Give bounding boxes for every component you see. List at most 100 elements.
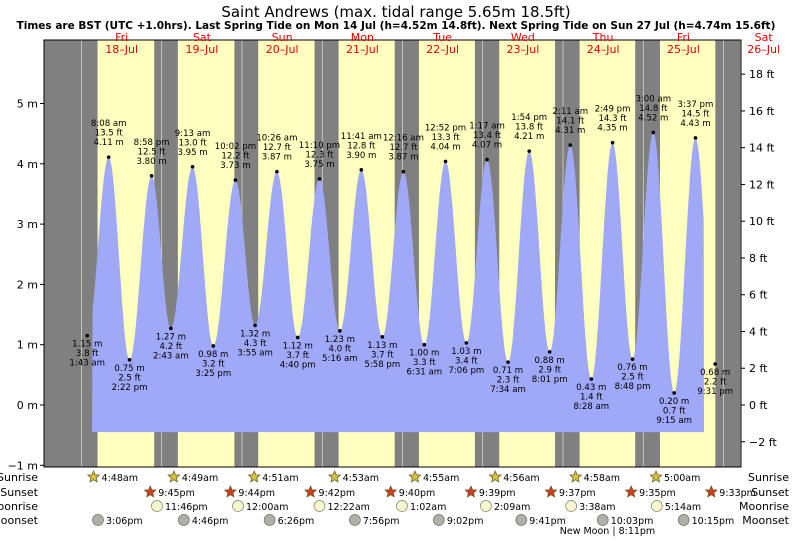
day-of-week-label: Sat <box>193 31 212 44</box>
tide-label: 3:00 am <box>635 94 671 104</box>
row-label-right-moonset: Moonset <box>742 514 789 527</box>
tide-point <box>233 178 238 182</box>
tide-point <box>359 168 364 172</box>
tide-label: 0.43 m <box>576 383 606 393</box>
tide-label: 0.20 m <box>659 397 689 407</box>
tide-point <box>295 335 300 340</box>
tide-label: 2.3 ft <box>497 376 520 386</box>
row-label-left-sunset: Sunset <box>0 486 38 499</box>
tide-label: 3.3 ft <box>413 358 436 368</box>
moonset-icon <box>596 514 609 526</box>
tide-point <box>506 360 510 364</box>
tide-point <box>651 130 656 135</box>
date-label: 18–Jul <box>105 43 138 56</box>
day-of-week-label: Tue <box>432 31 452 44</box>
y-tick-label-right: 8 ft <box>749 252 768 265</box>
tide-label: 12.7 ft <box>263 143 292 153</box>
moonset-time: 4:46pm <box>192 516 229 527</box>
chart-subtitle: Times are BST (UTC +1.0hrs). Last Spring… <box>17 20 776 32</box>
tide-label: 8:28 am <box>573 402 609 412</box>
moonset-icon <box>677 514 690 526</box>
tide-label: 3:37 pm <box>678 100 714 110</box>
tide-label: 0.71 m <box>493 366 523 376</box>
tide-label: 1.27 m <box>156 332 186 342</box>
tide-label: 4.3 ft <box>244 339 267 349</box>
tide-point <box>589 377 594 381</box>
y-tick-label-right: 14 ft <box>749 142 775 155</box>
moonrise-time: 2:09am <box>494 502 530 513</box>
sunset-time: 9:42pm <box>319 488 356 499</box>
tide-point <box>401 169 406 174</box>
sunrise-icon <box>328 470 342 483</box>
tide-label: 1:54 pm <box>511 113 547 123</box>
tide-label: 1:17 am <box>469 122 505 132</box>
day-of-week-label: Thu <box>592 31 614 44</box>
tide-label: 8:01 pm <box>532 375 568 385</box>
tide-label: 9:31 pm <box>697 387 733 397</box>
tide-label: 1:43 am <box>69 359 105 369</box>
tide-label: 14.8 ft <box>639 104 668 114</box>
y-tick-label-right: 0 ft <box>749 399 768 412</box>
tide-label: 4.0 ft <box>329 344 352 354</box>
tide-label: 13.3 ft <box>431 133 460 143</box>
sunset-time: 9:35pm <box>639 488 676 499</box>
date-label: 25–Jul <box>667 43 700 56</box>
tide-label: 3.80 m <box>136 157 166 167</box>
date-label: 24–Jul <box>587 43 620 56</box>
tide-label: 12.7 ft <box>389 143 418 153</box>
tide-label: 4.11 m <box>94 138 124 148</box>
date-label: 22–Jul <box>426 43 459 56</box>
y-tick-label-right: −2 ft <box>749 436 777 449</box>
y-tick-label-right: 16 ft <box>749 105 775 118</box>
y-tick-label-left: 3 m <box>17 218 38 231</box>
tide-label: 14.1 ft <box>556 117 585 127</box>
tide-point <box>568 143 573 147</box>
sunset-icon <box>304 485 318 498</box>
tide-label: 4.43 m <box>680 119 710 129</box>
tide-label: 1.32 m <box>240 329 270 339</box>
tide-point <box>485 157 489 162</box>
tide-label: 9:15 am <box>656 416 692 426</box>
tide-label: 3.2 ft <box>202 359 225 369</box>
sunrise-icon <box>408 470 422 483</box>
tide-label: 12.8 ft <box>347 141 376 151</box>
tide-label: 7:06 pm <box>448 366 484 376</box>
sunrise-time: 5:00am <box>664 473 700 484</box>
moonset-icon <box>349 514 361 526</box>
sunset-icon <box>223 485 237 498</box>
tide-point <box>693 136 698 140</box>
tide-label: 7:34 am <box>490 385 526 395</box>
moonrise-icon <box>565 500 577 512</box>
axes: −1 m 0 m 1 m 2 m 3 m 4 m 5 m −2 ft 0 ft 2 ft 4 ft 6… <box>8 39 777 472</box>
moonrise-time: 12:22am <box>327 502 369 513</box>
sunrise-time: 4:53am <box>343 473 379 484</box>
tide-label: 2.9 ft <box>538 365 561 375</box>
tide-label: 0.75 m <box>114 364 144 374</box>
tide-point <box>127 357 132 362</box>
tide-label: 4.31 m <box>555 126 585 136</box>
tide-label: 1.03 m <box>451 347 481 357</box>
sunset-icon <box>704 485 718 498</box>
row-label-left-moonrise: Moonrise <box>0 500 38 513</box>
tide-label: 4.52 m <box>638 113 668 123</box>
tide-label: 10:02 pm <box>215 142 256 152</box>
row-label-right-sunset: Sunset <box>751 486 789 499</box>
y-tick-label-right: 18 ft <box>749 68 775 81</box>
y-tick-label-left: 1 m <box>17 339 38 352</box>
sunset-time: 9:45pm <box>158 488 195 499</box>
tide-label: 3.87 m <box>262 153 292 163</box>
date-label: 23–Jul <box>506 43 539 56</box>
moonset-icon <box>515 514 528 526</box>
y-tick-label-right: 6 ft <box>749 289 768 302</box>
tide-label: 1.13 m <box>367 341 397 351</box>
tide-label: 2.2 ft <box>704 377 727 387</box>
tide-point <box>338 329 342 333</box>
y-tick-label-right: 10 ft <box>749 215 775 228</box>
tide-label: 4.2 ft <box>160 342 183 352</box>
new-moon-label: New Moon | 8:11pm <box>560 526 655 537</box>
day-labels: Fri18–JulSat19–JulSun20–JulMon21–JulTue2… <box>105 31 780 56</box>
tide-label: 2:49 pm <box>595 105 631 115</box>
tide-label: 5:58 pm <box>364 360 400 370</box>
plot-frame <box>43 39 742 468</box>
